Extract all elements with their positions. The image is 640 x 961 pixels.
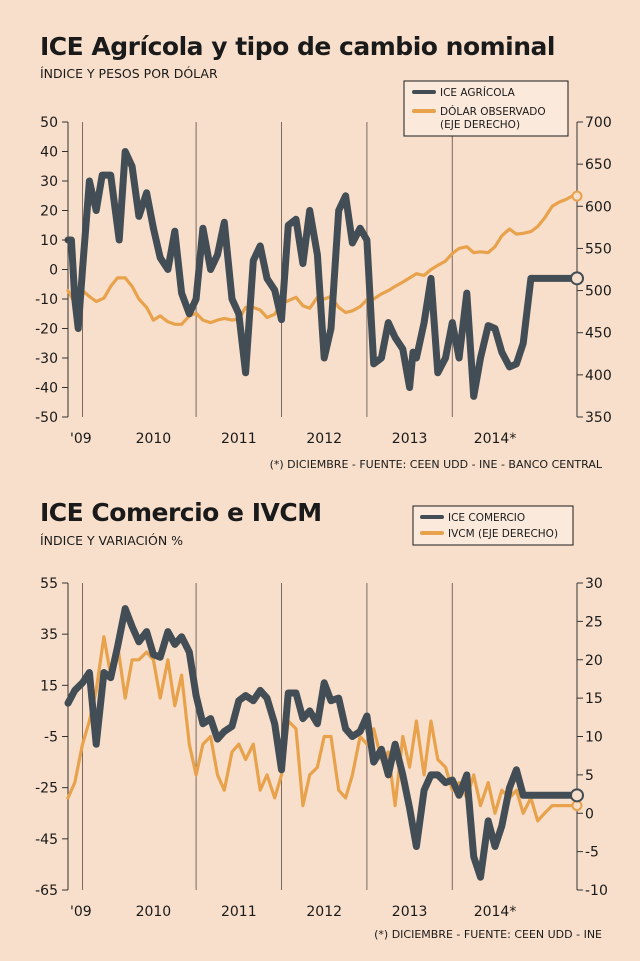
series-line-left-axis bbox=[64, 605, 581, 881]
chart-subtitle: ÍNDICE Y VARIACIÓN % bbox=[40, 533, 184, 548]
left-tick-label: -10 bbox=[35, 292, 58, 308]
left-tick-label: 10 bbox=[40, 233, 58, 249]
x-tick-label: 2013 bbox=[392, 904, 428, 920]
series-line-right-axis bbox=[66, 635, 579, 823]
legend-box bbox=[412, 505, 574, 546]
legend-label-ivcm: IVCM (EJE DERECHO) bbox=[448, 528, 558, 540]
right-tick-label: -10 bbox=[585, 883, 608, 899]
series-end-marker bbox=[570, 788, 584, 803]
x-tick-label: 2013 bbox=[392, 431, 428, 447]
chart-agricola-svg: 50403020100-10-20-30-40-5070065060055050… bbox=[35, 80, 612, 447]
series-line-left-axis bbox=[64, 148, 581, 400]
x-tick-label: '09 bbox=[70, 431, 92, 447]
chart-panel-agricola: ICE Agrícola y tipo de cambio nominal ÍN… bbox=[0, 0, 640, 480]
x-tick-label: '09 bbox=[70, 904, 92, 920]
left-tick-label: -65 bbox=[35, 883, 58, 899]
left-tick-label: 40 bbox=[40, 145, 58, 161]
series-end-marker bbox=[571, 800, 583, 812]
left-tick-label: 35 bbox=[40, 627, 58, 643]
left-tick-label: -45 bbox=[35, 832, 58, 848]
x-tick-label: 2014* bbox=[474, 431, 517, 447]
legend: ICE AGRÍCOLA DÓLAR OBSERVADO (EJE DERECH… bbox=[403, 80, 569, 137]
legend-label-ice-comercio: ICE COMERCIO bbox=[448, 512, 525, 524]
right-tick-label: 400 bbox=[585, 368, 612, 384]
x-tick-label: 2014* bbox=[474, 904, 517, 920]
right-tick-label: 10 bbox=[585, 730, 603, 746]
legend-label-dolar-observado: DÓLAR OBSERVADO bbox=[440, 105, 546, 118]
series-end-marker bbox=[571, 190, 583, 202]
legend-label-ice-agricola: ICE AGRÍCOLA bbox=[440, 86, 516, 99]
x-tick-label: 2011 bbox=[221, 904, 257, 920]
right-tick-label: -5 bbox=[585, 845, 599, 861]
right-tick-label: 350 bbox=[585, 410, 612, 426]
right-tick-label: 550 bbox=[585, 241, 612, 257]
series-line-right-axis bbox=[66, 193, 579, 326]
right-tick-label: 20 bbox=[585, 653, 603, 669]
left-tick-label: -25 bbox=[35, 781, 58, 797]
chart-title: ICE Agrícola y tipo de cambio nominal bbox=[40, 32, 555, 61]
chart-title: ICE Comercio e IVCM bbox=[40, 498, 322, 527]
right-tick-label: 500 bbox=[585, 284, 612, 300]
chart-source: (*) DICIEMBRE - FUENTE: CEEN UDD - INE bbox=[374, 928, 602, 941]
left-tick-label: -50 bbox=[35, 410, 58, 426]
right-tick-label: 30 bbox=[585, 576, 603, 592]
left-tick-label: 50 bbox=[40, 115, 58, 131]
right-tick-label: 5 bbox=[585, 768, 594, 784]
x-tick-label: 2012 bbox=[306, 904, 342, 920]
right-tick-label: 600 bbox=[585, 199, 612, 215]
left-tick-label: -40 bbox=[35, 381, 58, 397]
right-tick-label: 25 bbox=[585, 614, 603, 630]
left-tick-label: -20 bbox=[35, 322, 58, 338]
legend: ICE COMERCIO IVCM (EJE DERECHO) bbox=[412, 505, 574, 546]
left-tick-label: 55 bbox=[40, 576, 58, 592]
series-end-marker bbox=[570, 271, 584, 286]
legend-label-eje-derecho: (EJE DERECHO) bbox=[440, 119, 520, 131]
x-tick-label: 2012 bbox=[306, 431, 342, 447]
right-tick-label: 450 bbox=[585, 326, 612, 342]
right-tick-label: 15 bbox=[585, 691, 603, 707]
left-tick-label: 30 bbox=[40, 174, 58, 190]
chart-subtitle: ÍNDICE Y PESOS POR DÓLAR bbox=[40, 66, 218, 81]
chart-source: (*) DICIEMBRE - FUENTE: CEEN UDD - INE -… bbox=[269, 458, 602, 471]
right-tick-label: 650 bbox=[585, 157, 612, 173]
chart-comercio-svg: 55 35 15 -5 -25 -45 -65 30 25 20 15 10 5 0 -5 -10 '09 201… bbox=[35, 505, 608, 920]
right-tick-label: 700 bbox=[585, 115, 612, 131]
x-tick-label: 2010 bbox=[136, 904, 172, 920]
chart-panel-comercio: ICE Comercio e IVCM ÍNDICE Y VARIACIÓN %… bbox=[0, 480, 640, 961]
left-tick-label: 0 bbox=[49, 263, 58, 279]
left-tick-label: 15 bbox=[40, 678, 58, 694]
right-tick-label: 0 bbox=[585, 806, 594, 822]
left-tick-label: -30 bbox=[35, 351, 58, 367]
x-tick-label: 2010 bbox=[136, 431, 172, 447]
left-tick-label: -5 bbox=[44, 730, 58, 746]
left-tick-label: 20 bbox=[40, 204, 58, 220]
x-tick-label: 2011 bbox=[221, 431, 257, 447]
